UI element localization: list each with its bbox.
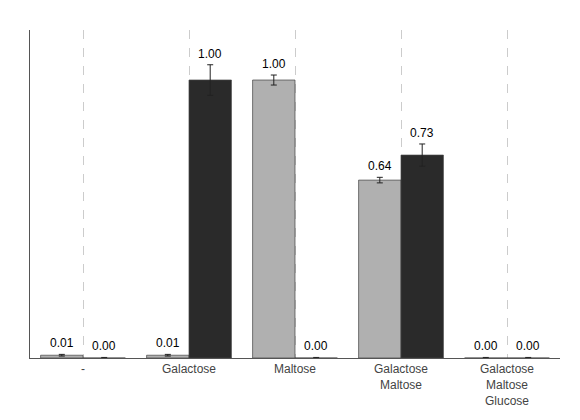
svg-text:0.00: 0.00: [304, 339, 328, 353]
svg-text:-: -: [81, 362, 85, 376]
svg-text:1.00: 1.00: [262, 57, 286, 71]
svg-text:Maltose: Maltose: [274, 362, 316, 376]
svg-text:0.00: 0.00: [516, 339, 540, 353]
svg-text:0.73: 0.73: [410, 126, 434, 140]
svg-text:0.01: 0.01: [156, 336, 180, 350]
svg-text:GalactoseMaltoseGlucose: GalactoseMaltoseGlucose: [480, 362, 534, 407]
svg-text:GalactoseMaltose: GalactoseMaltose: [374, 362, 428, 392]
svg-text:0.64: 0.64: [368, 159, 392, 173]
svg-text:0.00: 0.00: [474, 339, 498, 353]
svg-text:1.00: 1.00: [198, 47, 222, 61]
svg-text:Galactose: Galactose: [162, 362, 216, 376]
svg-text:0.00: 0.00: [92, 339, 116, 353]
svg-text:0.01: 0.01: [50, 336, 74, 350]
